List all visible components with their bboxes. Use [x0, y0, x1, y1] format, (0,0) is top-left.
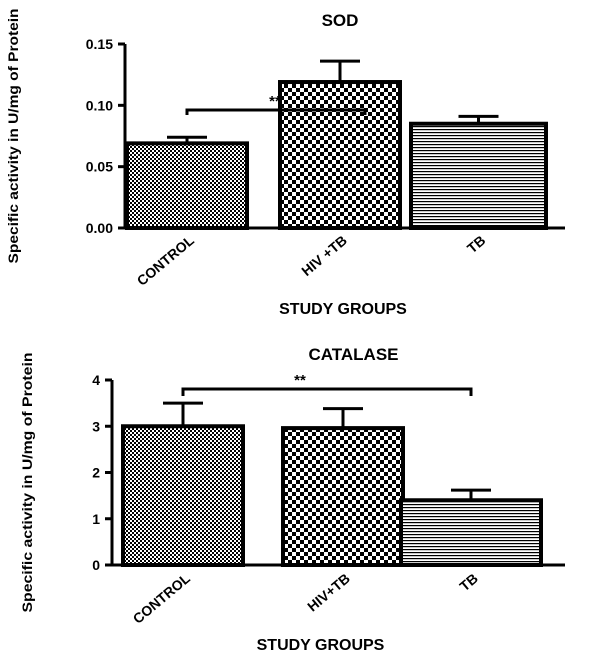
- y-tick-label: 0.15: [86, 36, 113, 52]
- chart-title: CATALASE: [308, 345, 398, 364]
- x-tick-label: CONTROL: [130, 570, 194, 627]
- bar-tb: [409, 121, 548, 230]
- x-tick-label: HIV+TB: [304, 570, 353, 615]
- y-axis-label: Specific activity in U/mg of Protein: [5, 9, 21, 264]
- y-tick-label: 1: [92, 511, 100, 527]
- x-tick-label: HIV +TB: [298, 232, 350, 279]
- x-axis-title: STUDY GROUPS: [279, 301, 407, 318]
- y-tick-label: 0.05: [86, 159, 113, 175]
- bar-control: [125, 141, 249, 230]
- y-tick-label: 2: [92, 465, 100, 481]
- significance-bracket: [181, 387, 473, 396]
- bar-hiv-tb: [281, 426, 405, 567]
- x-tick-label: TB: [464, 232, 489, 256]
- significance-label: **: [294, 372, 306, 389]
- y-tick-label: 3: [92, 418, 100, 434]
- significance-bracket: [185, 108, 367, 115]
- y-tick-label: 0.10: [86, 97, 113, 113]
- y-tick-label: 4: [92, 372, 100, 388]
- bar-hiv-tb: [278, 80, 402, 230]
- y-tick-label: 0.00: [86, 220, 113, 236]
- chart-sod: SOD Specific activity in U/mg of Protein 0…: [5, 9, 565, 318]
- chart-title: SOD: [322, 11, 359, 30]
- bar-tb: [399, 498, 543, 567]
- x-tick-label: CONTROL: [134, 232, 198, 289]
- y-tick-label: 0: [92, 557, 100, 573]
- x-tick-label: TB: [456, 570, 481, 594]
- y-axis-label: Specific activity in U/mg of Protein: [19, 353, 35, 613]
- x-axis-title: STUDY GROUPS: [257, 637, 385, 654]
- bar-control: [121, 424, 245, 567]
- significance-label: **: [269, 93, 281, 110]
- chart-catalase: CATALASE Specific activity in U/mg of Pro…: [19, 345, 565, 654]
